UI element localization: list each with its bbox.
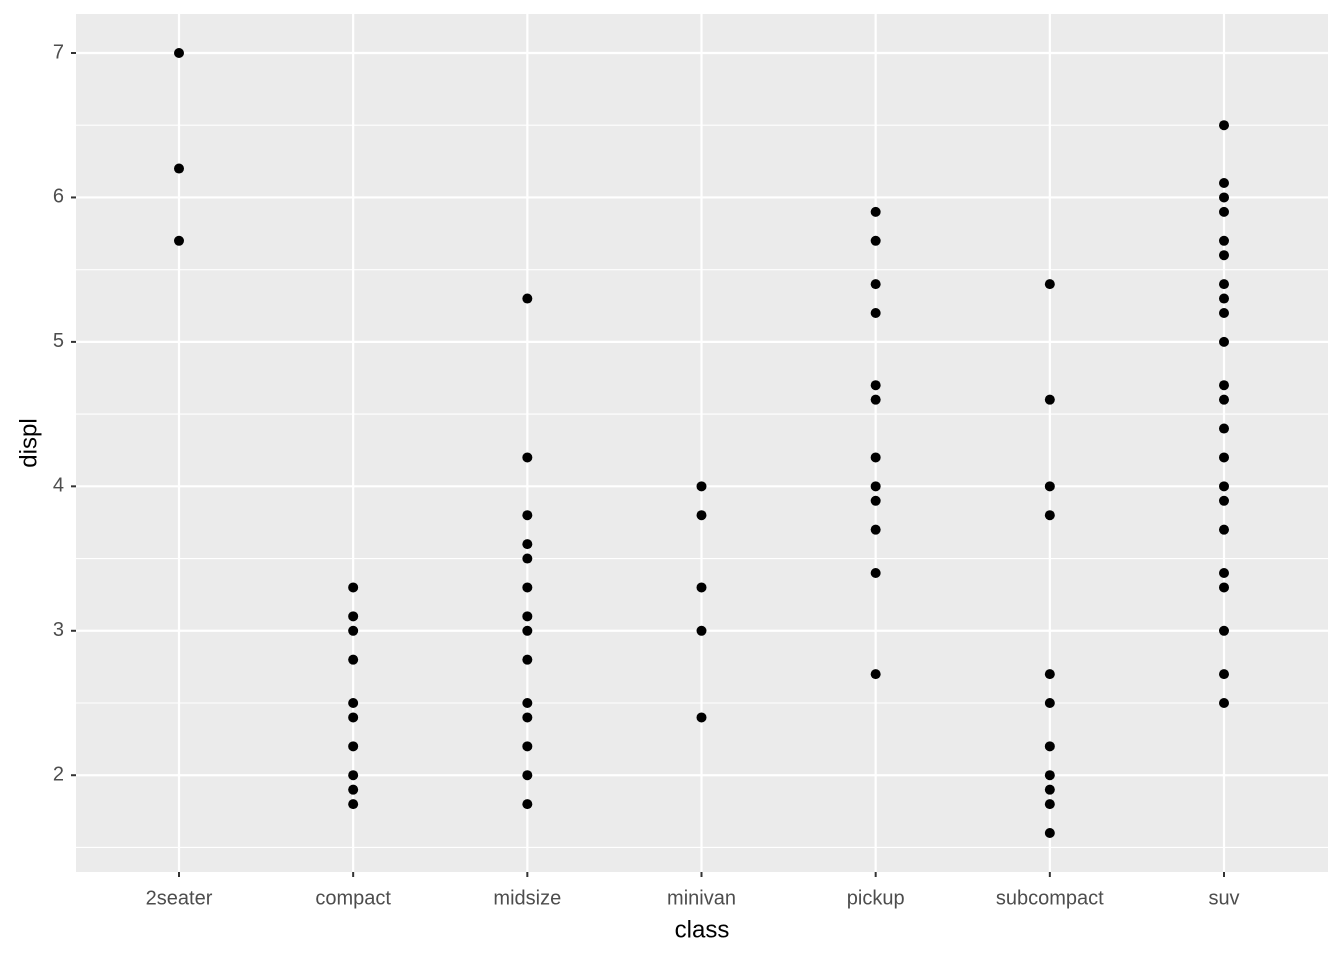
point [1219, 423, 1229, 434]
point [522, 698, 533, 708]
point [522, 510, 533, 521]
point [870, 279, 881, 290]
y-tick-label: 5 [53, 330, 64, 352]
point [1219, 669, 1229, 680]
point [1044, 510, 1055, 521]
point [522, 712, 533, 723]
y-tick-label: 3 [53, 619, 64, 641]
point [1219, 524, 1229, 535]
point [1219, 380, 1229, 391]
point [870, 568, 881, 578]
x-tick-label: midsize [493, 887, 561, 909]
point [522, 799, 533, 810]
point [696, 712, 707, 723]
point [696, 481, 707, 492]
point [696, 625, 707, 636]
point [522, 611, 533, 622]
y-axis-title: displ [15, 418, 42, 467]
point [1044, 828, 1055, 838]
point [522, 741, 533, 752]
point [522, 539, 533, 550]
point [1219, 582, 1229, 593]
point [870, 495, 881, 506]
y-tick-label: 4 [53, 475, 64, 497]
point [1219, 120, 1229, 131]
x-tick-label: pickup [847, 887, 905, 909]
point [522, 770, 533, 781]
point [348, 784, 359, 795]
point [348, 625, 359, 636]
point [348, 770, 359, 781]
point [696, 582, 707, 593]
point [1219, 308, 1229, 318]
point [174, 235, 184, 246]
point [522, 625, 533, 636]
x-tick-label: compact [315, 887, 391, 909]
point [1219, 698, 1229, 708]
point [1044, 669, 1055, 680]
point [1219, 206, 1229, 217]
point [348, 582, 359, 593]
point [522, 582, 533, 593]
point [1219, 192, 1229, 203]
point [1219, 235, 1229, 246]
point [348, 741, 359, 752]
point [1219, 625, 1229, 636]
x-tick-label: 2seater [146, 887, 213, 909]
x-tick-label: suv [1208, 887, 1239, 909]
point [1219, 452, 1229, 463]
y-tick-label: 6 [53, 186, 64, 208]
point [870, 308, 881, 318]
point [870, 380, 881, 391]
point [696, 510, 707, 521]
point [1219, 178, 1229, 188]
point [348, 611, 359, 622]
point [1044, 741, 1055, 752]
point [870, 394, 881, 405]
point [1044, 770, 1055, 781]
point [1219, 394, 1229, 405]
point [1044, 279, 1055, 290]
point [348, 799, 359, 810]
point [1044, 799, 1055, 810]
point [870, 452, 881, 463]
point [174, 163, 184, 174]
point [522, 654, 533, 665]
y-tick-label: 7 [53, 41, 64, 63]
point [348, 712, 359, 723]
point [870, 235, 881, 246]
point [522, 452, 533, 463]
point [870, 524, 881, 535]
x-tick-label: minivan [667, 887, 736, 909]
point [1044, 784, 1055, 795]
point [870, 481, 881, 492]
point [522, 293, 533, 304]
point [1219, 250, 1229, 261]
point [1219, 336, 1229, 347]
x-tick-label: subcompact [996, 887, 1104, 909]
point [1044, 481, 1055, 492]
point [1219, 568, 1229, 578]
point [348, 654, 359, 665]
point [1219, 495, 1229, 506]
point [870, 669, 881, 680]
x-axis-title: class [675, 916, 730, 943]
point [348, 698, 359, 708]
point [522, 553, 533, 564]
point [1044, 394, 1055, 405]
point [1044, 698, 1055, 708]
point [174, 48, 184, 58]
point [1219, 279, 1229, 290]
point [1219, 481, 1229, 492]
point [1219, 293, 1229, 304]
point [870, 206, 881, 217]
y-tick-label: 2 [53, 764, 64, 786]
